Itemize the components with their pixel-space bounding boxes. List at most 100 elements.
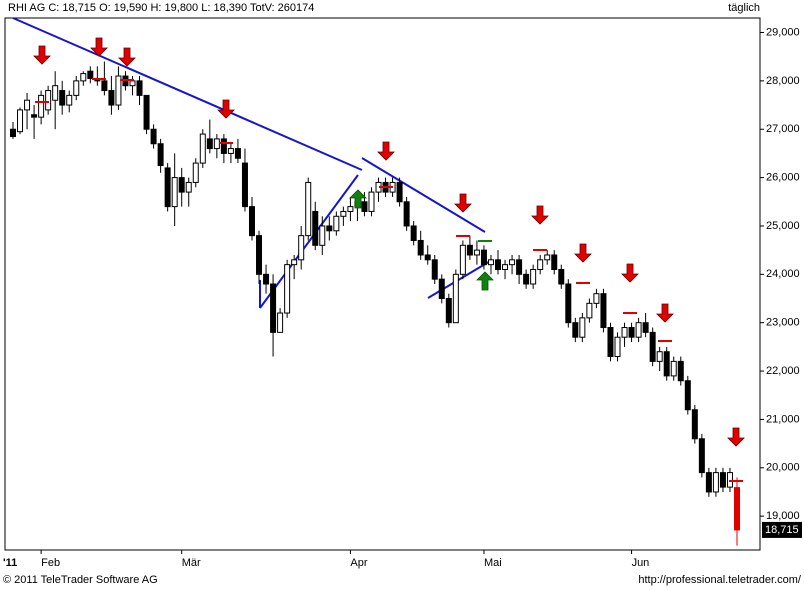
candle-body xyxy=(544,254,551,261)
candle-body xyxy=(431,259,438,280)
candle-body xyxy=(558,268,565,285)
candle-body xyxy=(17,109,24,133)
sell-signal xyxy=(33,45,51,65)
sell-signal xyxy=(90,37,108,57)
candle-body xyxy=(206,138,213,150)
y-tick-label: 19,000 xyxy=(766,510,800,522)
candle-body xyxy=(305,181,312,237)
y-tick-label: 23,000 xyxy=(766,317,800,329)
y-tick-label: 25,000 xyxy=(766,220,800,232)
candle-body xyxy=(712,472,719,493)
candle-body xyxy=(663,351,670,377)
y-tick-label: 22,000 xyxy=(766,365,800,377)
sell-signal xyxy=(377,141,395,161)
trend-line xyxy=(259,174,359,309)
candle-body xyxy=(66,94,73,106)
candle-body xyxy=(38,94,45,118)
candle-body xyxy=(220,138,227,154)
candle-body xyxy=(635,322,642,338)
candle-body xyxy=(438,278,445,300)
candle-body xyxy=(361,201,368,212)
candle-body xyxy=(495,259,502,270)
y-tick-label: 21,000 xyxy=(766,413,800,425)
candle-body xyxy=(73,80,80,96)
candle-body xyxy=(628,327,635,338)
candle-body xyxy=(129,80,136,87)
sell-signal xyxy=(531,205,549,225)
trend-line xyxy=(12,17,363,171)
trend-line xyxy=(427,259,493,299)
buy-signal xyxy=(476,271,494,291)
candle-body xyxy=(150,128,157,145)
footer-left: © 2011 TeleTrader Software AG xyxy=(3,574,158,586)
candle-body xyxy=(516,259,523,275)
candle-body xyxy=(607,327,614,358)
candle-body xyxy=(178,177,185,193)
last-price-box xyxy=(762,521,802,538)
candle-body xyxy=(670,360,677,377)
sell-signal xyxy=(656,303,674,323)
candle-body xyxy=(136,80,143,96)
candle-body xyxy=(509,259,516,266)
candle-body xyxy=(734,487,740,531)
candle-body xyxy=(347,206,354,212)
sell-signal xyxy=(217,99,235,119)
candle-body xyxy=(80,73,87,82)
candle-body xyxy=(523,273,530,285)
candle-body xyxy=(263,273,270,285)
candle-body xyxy=(241,162,248,208)
sell-signal xyxy=(118,47,136,67)
x-tick-label: Mai xyxy=(484,557,502,569)
candle-body xyxy=(649,331,656,362)
candle-body xyxy=(52,85,59,101)
candle-body xyxy=(213,138,220,150)
candle-body xyxy=(143,94,150,130)
candle-body xyxy=(45,90,52,111)
year-label: '11 xyxy=(3,557,17,569)
candle-body xyxy=(410,225,417,241)
candle-body xyxy=(157,143,164,167)
candle-body xyxy=(31,114,38,118)
chart-title: RHI AG C: 18,715 O: 19,590 H: 19,800 L: … xyxy=(8,2,314,14)
candle-body xyxy=(600,293,607,329)
sell-signal xyxy=(454,193,472,213)
candle-body xyxy=(719,472,726,488)
candle-body xyxy=(452,273,459,324)
candle-body xyxy=(593,293,600,304)
trend-line xyxy=(361,157,486,233)
candle-body xyxy=(417,239,424,256)
candle-body xyxy=(368,191,375,212)
candle-body xyxy=(424,254,431,261)
candle-body xyxy=(691,409,698,440)
candle-body xyxy=(565,283,572,324)
candle-body xyxy=(586,302,593,319)
candle-body xyxy=(340,210,347,217)
candle-body xyxy=(537,259,544,270)
candle-body xyxy=(164,167,171,208)
candle-body xyxy=(101,80,108,92)
candle-body xyxy=(234,148,241,159)
candle-body xyxy=(192,162,199,183)
candle-body xyxy=(291,259,298,266)
candle-body xyxy=(59,90,66,106)
x-tick-label: Jun xyxy=(632,557,650,569)
buy-signal xyxy=(349,189,367,209)
candle-body xyxy=(502,264,509,270)
candle-body xyxy=(614,336,621,358)
candle-body xyxy=(487,259,494,266)
candle-body xyxy=(256,235,263,275)
candle-body xyxy=(579,317,586,338)
candle-body xyxy=(87,70,94,79)
sell-signal xyxy=(621,263,639,283)
candle-body xyxy=(10,128,16,137)
candle-body xyxy=(642,322,649,333)
candle-body xyxy=(445,298,452,324)
candle-body xyxy=(227,148,234,154)
candle-body xyxy=(473,249,480,256)
candle-body xyxy=(480,249,487,266)
candle-body xyxy=(572,322,579,338)
candle-body xyxy=(199,133,206,164)
candle-body xyxy=(115,75,122,106)
